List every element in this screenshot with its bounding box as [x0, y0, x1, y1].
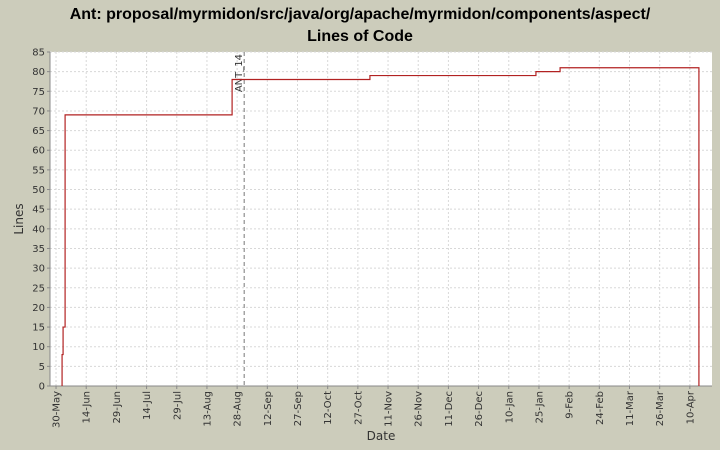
x-tick-label: 11-Mar [625, 390, 636, 426]
x-tick-label: 10-Apr [685, 390, 696, 424]
plot-area [50, 52, 712, 386]
y-tick-label: 10 [32, 342, 45, 353]
y-tick-label: 0 [39, 382, 45, 393]
y-tick-label: 40 [32, 224, 45, 235]
x-tick-label: 29-Jul [172, 391, 183, 420]
y-tick-label: 85 [32, 48, 45, 59]
x-tick-label: 11-Dec [444, 391, 455, 427]
y-tick-label: 75 [32, 87, 45, 98]
x-tick-label: 14-Jun [82, 391, 93, 424]
chart-subtitle: Lines of Code [307, 28, 413, 45]
x-tick-label: 12-Oct [323, 391, 334, 425]
x-tick-label: 10-Jan [504, 391, 515, 423]
x-tick-label: 11-Nov [384, 391, 395, 427]
x-tick-label: 14-Jul [142, 391, 153, 420]
y-tick-label: 20 [32, 303, 45, 314]
x-tick-label: 26-Dec [474, 391, 485, 427]
y-tick-label: 80 [32, 67, 45, 78]
x-tick-label: 25-Jan [534, 391, 545, 423]
y-tick-label: 45 [32, 205, 45, 216]
y-tick-label: 35 [32, 244, 45, 255]
x-tick-label: 30-May [52, 391, 63, 428]
y-tick-label: 55 [32, 165, 45, 176]
data-line [61, 67, 700, 386]
y-tick-label: 15 [32, 323, 45, 334]
annotation-label: ANT_14 [234, 54, 245, 92]
chart-title: Ant: proposal/myrmidon/src/java/org/apac… [70, 6, 651, 23]
y-tick-label: 70 [32, 106, 45, 117]
x-tick-label: 26-Mar [655, 390, 666, 426]
x-axis-label: Date [367, 429, 396, 443]
y-tick-label: 65 [32, 126, 45, 137]
x-tick-label: 27-Oct [353, 391, 364, 425]
y-axis-label: Lines [12, 203, 26, 234]
y-tick-label: 5 [39, 362, 45, 373]
x-tick-label: 27-Sep [293, 391, 304, 426]
y-tick-label: 60 [32, 146, 45, 157]
x-tick-label: 13-Aug [202, 391, 213, 427]
x-tick-label: 28-Aug [233, 391, 244, 427]
y-tick-label: 25 [32, 283, 45, 294]
y-tick-label: 50 [32, 185, 45, 196]
x-tick-label: 12-Sep [263, 391, 274, 426]
x-tick-label: 9-Feb [565, 391, 576, 419]
x-tick-label: 26-Nov [414, 391, 425, 427]
x-tick-label: 24-Feb [595, 391, 606, 425]
y-tick-label: 30 [32, 264, 45, 275]
x-tick-label: 29-Jun [112, 391, 123, 424]
